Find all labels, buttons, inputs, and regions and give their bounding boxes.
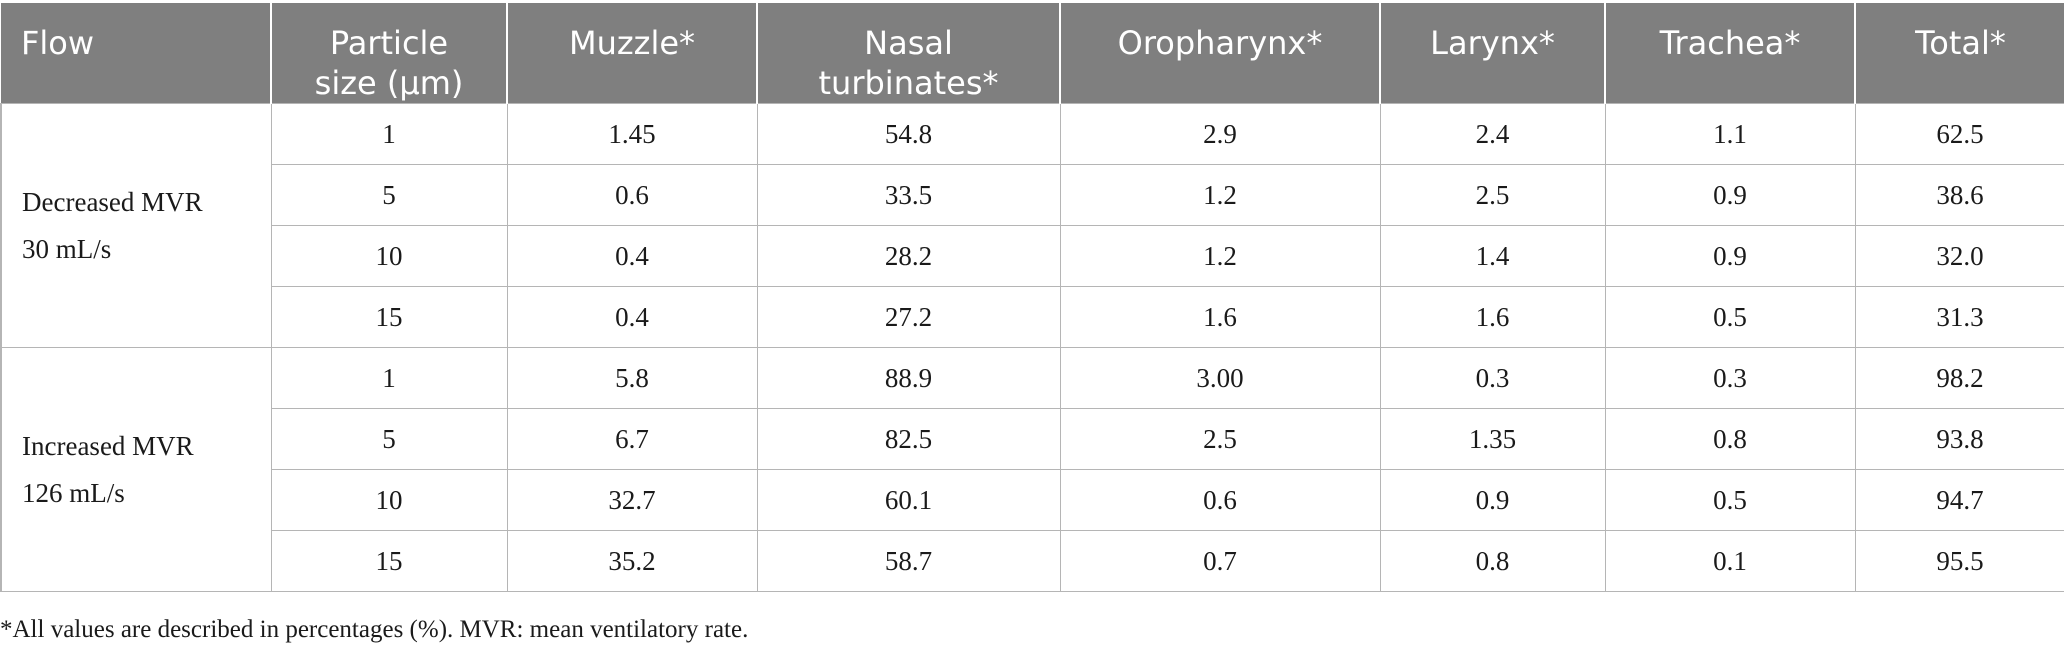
cell-muzzle: 1.45 <box>506 103 758 165</box>
table-row: 15 35.2 58.7 0.7 0.8 0.1 95.5 <box>1 530 2064 592</box>
cell-trachea: 0.5 <box>1604 286 1856 348</box>
cell-trachea: 0.5 <box>1604 469 1856 531</box>
cell-oropharynx: 2.5 <box>1059 408 1381 470</box>
cell-muzzle: 35.2 <box>506 530 758 592</box>
header-label-line: Trachea* <box>1659 24 1801 62</box>
cell-larynx: 0.9 <box>1379 469 1606 531</box>
cell-total: 94.7 <box>1854 469 2064 531</box>
header-trachea: Trachea* <box>1604 3 1855 104</box>
flow-label-line: 30 mL/s <box>22 233 112 264</box>
table-row: Decreased MVR 30 mL/s 1 1.45 54.8 2.9 2.4 1.1 62… <box>0 103 2064 348</box>
cell-larynx: 1.6 <box>1379 286 1606 348</box>
cell-muzzle: 6.7 <box>506 408 758 470</box>
cell-trachea: 0.3 <box>1604 347 1856 409</box>
cell-larynx: 2.4 <box>1379 103 1606 165</box>
cell-oropharynx: 0.6 <box>1059 469 1381 531</box>
cell-nasal-turbinates: 27.2 <box>756 286 1061 348</box>
header-nasal-turbinates: Nasal turbinates* <box>756 3 1060 104</box>
cell-nasal-turbinates: 54.8 <box>756 103 1061 165</box>
header-label-line: Particle <box>329 24 449 62</box>
cell-trachea: 0.9 <box>1604 164 1856 226</box>
cell-muzzle: 32.7 <box>506 469 758 531</box>
cell-oropharynx: 1.2 <box>1059 225 1381 287</box>
flow-label-line: Decreased MVR <box>22 186 203 217</box>
deposition-table: Flow Particle size (μm) Muzzle* Nasal turb… <box>0 3 2064 592</box>
cell-trachea: 0.1 <box>1604 530 1856 592</box>
flow-group-cell: Increased MVR 126 mL/s <box>0 347 272 592</box>
flow-label-line: 126 mL/s <box>22 477 125 508</box>
header-label-line: turbinates* <box>818 64 999 102</box>
table-header-row: Flow Particle size (μm) Muzzle* Nasal turb… <box>1 3 2064 104</box>
cell-nasal-turbinates: 60.1 <box>756 469 1061 531</box>
header-label-line: Flow <box>21 24 95 62</box>
cell-muzzle: 0.6 <box>506 164 758 226</box>
cell-particle-size: 5 <box>270 408 508 470</box>
table-body: Decreased MVR 30 mL/s 1 1.45 54.8 2.9 2.4 1.1 62… <box>0 103 2064 592</box>
cell-trachea: 1.1 <box>1604 103 1856 165</box>
table-row: 10 0.4 28.2 1.2 1.4 0.9 32.0 <box>1 225 2064 287</box>
cell-oropharynx: 3.00 <box>1059 347 1381 409</box>
flow-group-cell: Decreased MVR 30 mL/s <box>0 103 272 348</box>
header-label-line: Total* <box>1915 24 2006 62</box>
cell-trachea: 0.8 <box>1604 408 1856 470</box>
cell-nasal-turbinates: 58.7 <box>756 530 1061 592</box>
cell-oropharynx: 2.9 <box>1059 103 1381 165</box>
header-label-line: size (μm) <box>314 64 464 102</box>
cell-particle-size: 10 <box>270 225 508 287</box>
header-muzzle: Muzzle* <box>506 3 757 104</box>
cell-muzzle: 5.8 <box>506 347 758 409</box>
header-label-line: Muzzle* <box>568 24 696 62</box>
cell-total: 95.5 <box>1854 530 2064 592</box>
cell-particle-size: 1 <box>270 103 508 165</box>
cell-nasal-turbinates: 28.2 <box>756 225 1061 287</box>
cell-larynx: 1.35 <box>1379 408 1606 470</box>
cell-larynx: 1.4 <box>1379 225 1606 287</box>
table-row: Increased MVR 126 mL/s 1 5.8 88.9 3.00 0.3 0.3 9… <box>0 347 2064 592</box>
table-row: 5 6.7 82.5 2.5 1.35 0.8 93.8 <box>1 408 2064 470</box>
table-row: 10 32.7 60.1 0.6 0.9 0.5 94.7 <box>1 469 2064 531</box>
header-larynx: Larynx* <box>1379 3 1605 104</box>
cell-particle-size: 1 <box>270 347 508 409</box>
table-row: 5 0.6 33.5 1.2 2.5 0.9 38.6 <box>1 164 2064 226</box>
cell-muzzle: 0.4 <box>506 225 758 287</box>
cell-nasal-turbinates: 33.5 <box>756 164 1061 226</box>
cell-trachea: 0.9 <box>1604 225 1856 287</box>
cell-nasal-turbinates: 82.5 <box>756 408 1061 470</box>
cell-particle-size: 5 <box>270 164 508 226</box>
cell-total: 93.8 <box>1854 408 2064 470</box>
cell-particle-size: 15 <box>270 530 508 592</box>
cell-muzzle: 0.4 <box>506 286 758 348</box>
cell-oropharynx: 1.6 <box>1059 286 1381 348</box>
cell-larynx: 2.5 <box>1379 164 1606 226</box>
cell-total: 32.0 <box>1854 225 2064 287</box>
header-label-line: Larynx* <box>1430 24 1555 62</box>
table-row: 15 0.4 27.2 1.6 1.6 0.5 31.3 <box>1 286 2064 348</box>
header-label-line: Nasal <box>864 24 953 62</box>
cell-nasal-turbinates: 88.9 <box>756 347 1061 409</box>
cell-total: 31.3 <box>1854 286 2064 348</box>
header-particle-size: Particle size (μm) <box>270 3 507 104</box>
header-oropharynx: Oropharynx* <box>1059 3 1380 104</box>
data-table-container: Flow Particle size (μm) Muzzle* Nasal turb… <box>0 3 2064 592</box>
cell-larynx: 0.8 <box>1379 530 1606 592</box>
cell-oropharynx: 1.2 <box>1059 164 1381 226</box>
header-label-line: Oropharynx* <box>1117 24 1323 62</box>
flow-label-line: Increased MVR <box>22 430 194 461</box>
cell-total: 38.6 <box>1854 164 2064 226</box>
cell-total: 62.5 <box>1854 103 2064 165</box>
header-total: Total* <box>1854 3 2064 104</box>
cell-particle-size: 10 <box>270 469 508 531</box>
table-footnote: *All values are described in percentages… <box>0 616 749 643</box>
header-flow: Flow <box>1 3 271 104</box>
cell-oropharynx: 0.7 <box>1059 530 1381 592</box>
cell-particle-size: 15 <box>270 286 508 348</box>
cell-total: 98.2 <box>1854 347 2064 409</box>
cell-larynx: 0.3 <box>1379 347 1606 409</box>
